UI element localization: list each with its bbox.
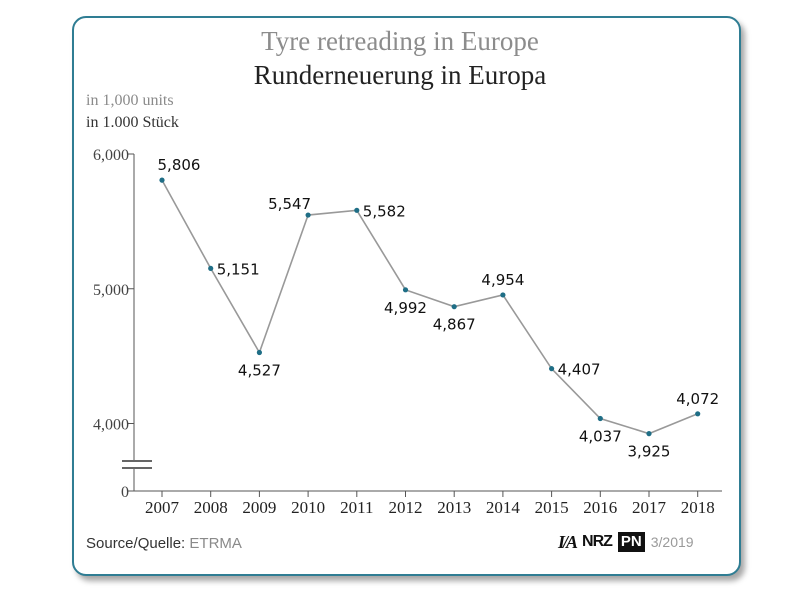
data-label-2015: 4,407 bbox=[558, 361, 601, 379]
data-point-2007 bbox=[159, 177, 165, 183]
axis-break-marker bbox=[120, 460, 152, 469]
source-note: Source/Quelle: ETRMA bbox=[86, 535, 242, 552]
data-label-2009: 4,527 bbox=[238, 361, 281, 379]
data-point-2018 bbox=[695, 411, 701, 417]
data-point-2009 bbox=[256, 349, 262, 356]
data-label-2018: 4,072 bbox=[676, 390, 719, 408]
pn-logo: PN bbox=[617, 532, 645, 552]
x-tick-label: 2012 bbox=[389, 498, 423, 517]
unit-label-english: in 1,000 units bbox=[86, 92, 174, 109]
x-tick-label: 2007 bbox=[145, 498, 180, 517]
data-point-2014 bbox=[500, 292, 506, 298]
data-label-2010: 5,547 bbox=[268, 195, 311, 213]
y-ticks: 0 4,000 5,000 6,000 bbox=[93, 147, 134, 501]
ia-logo: I/A bbox=[558, 531, 578, 552]
y-tick-label: 5,000 bbox=[93, 282, 129, 299]
data-label-2013: 4,867 bbox=[433, 316, 476, 334]
chart-title-english: Tyre retreading in Europe bbox=[261, 26, 539, 56]
data-point-2016 bbox=[597, 415, 603, 422]
x-tick-label: 2011 bbox=[340, 498, 373, 517]
data-points bbox=[159, 177, 701, 437]
data-point-2008 bbox=[208, 265, 214, 272]
nrz-logo: NRZ bbox=[582, 533, 613, 550]
data-label-2012: 4,992 bbox=[384, 299, 427, 317]
x-ticks: 2007 2008 2009 2010 2011 2012 2013 2014 2015 2016… bbox=[145, 491, 715, 517]
data-point-2012 bbox=[402, 287, 409, 293]
y-tick-label: 6,000 bbox=[93, 147, 129, 164]
source-value: ETRMA bbox=[189, 535, 242, 552]
x-tick-label: 2013 bbox=[437, 498, 471, 517]
chart-title-german: Runderneuerung in Europa bbox=[253, 60, 547, 90]
x-tick-label: 2010 bbox=[291, 498, 325, 517]
x-tick-label: 2017 bbox=[632, 498, 667, 517]
x-tick-label: 2015 bbox=[535, 498, 569, 517]
y-tick-label: 0 bbox=[121, 484, 129, 501]
data-point-2013 bbox=[451, 304, 457, 310]
source-label: Source/Quelle: bbox=[86, 535, 186, 552]
data-label-2016: 4,037 bbox=[579, 428, 622, 446]
data-label-2008: 5,151 bbox=[217, 260, 260, 278]
data-point-2010 bbox=[305, 212, 311, 218]
data-label-2007: 5,806 bbox=[158, 156, 201, 174]
publisher-logos: I/A NRZ PN 3/2019 bbox=[558, 532, 694, 552]
data-label-2011: 5,582 bbox=[363, 202, 406, 220]
data-point-2015 bbox=[549, 366, 555, 372]
unit-label-german: in 1.000 Stück bbox=[86, 114, 179, 131]
x-tick-label: 2009 bbox=[242, 498, 276, 517]
y-tick-label: 4,000 bbox=[93, 417, 129, 434]
series-line bbox=[161, 179, 699, 435]
x-tick-label: 2014 bbox=[486, 498, 521, 517]
data-point-2011 bbox=[354, 207, 360, 213]
x-tick-label: 2018 bbox=[681, 498, 715, 517]
data-labels: 5,806 5,151 4,527 5,547 5,582 4,992 4,867 4,954… bbox=[158, 156, 720, 460]
x-tick-label: 2008 bbox=[194, 498, 228, 517]
chart-card bbox=[72, 16, 741, 576]
data-label-2014: 4,954 bbox=[481, 271, 524, 289]
x-tick-label: 2016 bbox=[583, 498, 617, 517]
issue-number: 3/2019 bbox=[650, 534, 694, 550]
data-label-2017: 3,925 bbox=[628, 443, 671, 461]
data-point-2017 bbox=[646, 431, 652, 437]
